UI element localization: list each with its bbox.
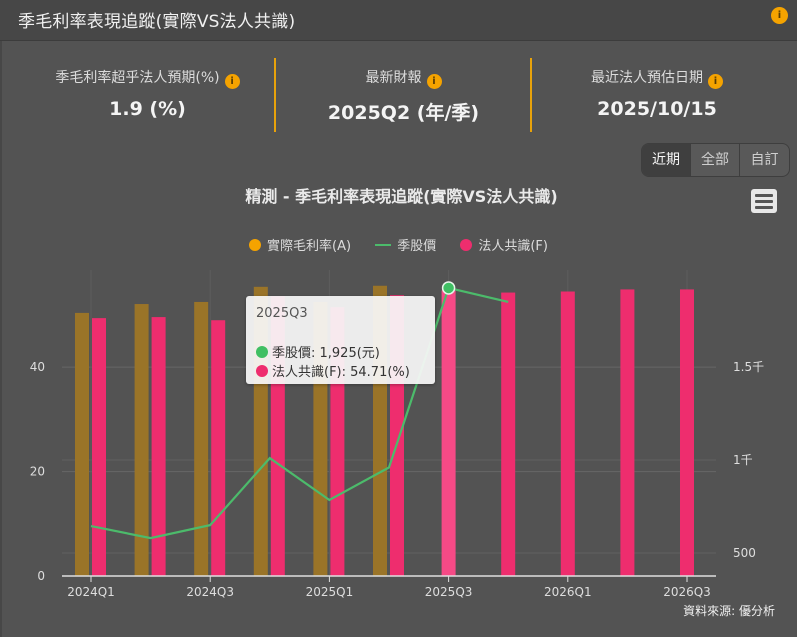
info-icon[interactable]: i: [426, 74, 442, 89]
svg-text:2026Q3: 2026Q3: [663, 585, 711, 599]
stats-row: 季毛利率超乎法人預期(%) i 1.9 (%) 最新財報 i 2025Q2 (年/季…: [0, 56, 797, 134]
info-icon[interactable]: i: [708, 74, 723, 89]
svg-text:1千: 1千: [733, 453, 753, 467]
svg-text:2024Q1: 2024Q1: [67, 585, 115, 599]
stat-beat-expectation: 季毛利率超乎法人預期(%) i 1.9 (%): [20, 56, 275, 134]
stat-label: 最近法人預估日期: [591, 70, 703, 86]
svg-text:2024Q3: 2024Q3: [186, 585, 234, 599]
data-source: 資料來源: 優分析: [683, 604, 775, 618]
stat-latest-estimate-date: 最近法人預估日期 i 2025/10/15: [532, 56, 782, 134]
stat-divider: [274, 58, 276, 132]
stat-label: 季毛利率超乎法人預期(%): [55, 70, 220, 86]
svg-text:500: 500: [733, 546, 756, 560]
circle-icon: [256, 346, 268, 358]
line-icon: [375, 244, 392, 246]
tooltip-price: 季股價: 1,925(元): [272, 346, 380, 361]
stat-value: 1.9 (%): [109, 98, 186, 120]
range-all-button[interactable]: 全部: [691, 144, 740, 176]
legend-item-price[interactable]: 季股價: [375, 235, 436, 254]
range-selector: 近期 全部 自訂: [641, 143, 790, 177]
circle-icon: [249, 239, 262, 251]
stat-value: 2025/10/15: [597, 98, 717, 120]
info-icon[interactable]: i: [224, 74, 240, 89]
svg-text:2026Q1: 2026Q1: [544, 585, 592, 599]
circle-icon: [460, 239, 473, 251]
panel-edge: [0, 41, 2, 637]
svg-text:2025Q3: 2025Q3: [425, 585, 473, 599]
legend-item-actual[interactable]: 實際毛利率(A): [249, 235, 351, 254]
svg-text:1.5千: 1.5千: [733, 360, 764, 374]
chart-legend: 實際毛利率(A) 季股價 法人共識(F): [0, 235, 797, 254]
legend-item-consensus[interactable]: 法人共識(F): [460, 235, 548, 254]
header-bar: 季毛利率表現追蹤(實際VS法人共識) i: [0, 0, 797, 41]
svg-text:20: 20: [30, 465, 45, 479]
stat-label: 最新財報: [365, 70, 422, 86]
tooltip-consensus: 法人共識(F): 54.71(%): [272, 365, 410, 380]
info-icon[interactable]: i: [771, 7, 788, 24]
stat-divider: [530, 58, 532, 132]
stat-latest-report: 最新財報 i 2025Q2 (年/季): [276, 56, 531, 134]
svg-text:2025Q1: 2025Q1: [306, 585, 354, 599]
range-custom-button[interactable]: 自訂: [750, 152, 779, 168]
svg-text:40: 40: [30, 360, 45, 374]
tooltip-title: 2025Q3: [256, 306, 308, 321]
chart-title: 精測 - 季毛利率表現追蹤(實際VS法人共識): [245, 187, 558, 206]
chart-tooltip: 2025Q3 季股價: 1,925(元) 法人共識(F): 54.71(%): [246, 296, 435, 384]
hamburger-menu-icon[interactable]: [751, 189, 777, 213]
svg-text:0: 0: [37, 569, 45, 583]
page-title: 季毛利率表現追蹤(實際VS法人共識): [18, 12, 296, 32]
stat-value: 2025Q2 (年/季): [327, 102, 480, 124]
circle-icon: [256, 365, 268, 377]
range-recent-button[interactable]: 近期: [642, 144, 691, 176]
